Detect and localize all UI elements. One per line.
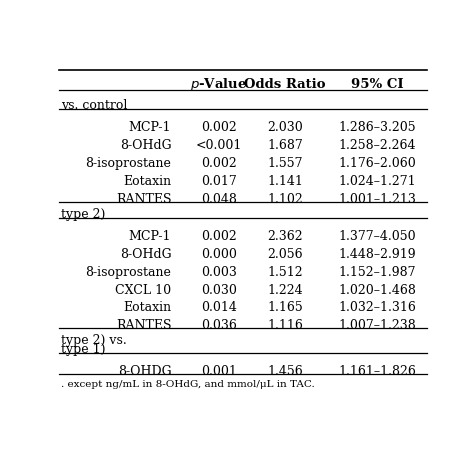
Text: 1.007–1.238: 1.007–1.238	[338, 319, 416, 332]
Text: RANTES: RANTES	[116, 319, 171, 332]
Text: 1.116: 1.116	[267, 319, 303, 332]
Text: 0.030: 0.030	[201, 283, 237, 297]
Text: 8-OHdG: 8-OHdG	[119, 248, 171, 261]
Text: MCP-1: MCP-1	[129, 121, 171, 134]
Text: 1.258–2.264: 1.258–2.264	[338, 139, 416, 152]
Text: 95% CI: 95% CI	[351, 78, 403, 91]
Text: MCP-1: MCP-1	[129, 230, 171, 243]
Text: 1.020–1.468: 1.020–1.468	[338, 283, 416, 297]
Text: 1.456: 1.456	[267, 365, 303, 378]
Text: Odds Ratio: Odds Ratio	[245, 78, 326, 91]
Text: 8-OHDG: 8-OHDG	[118, 365, 171, 378]
Text: 0.002: 0.002	[201, 121, 237, 134]
Text: 1.165: 1.165	[267, 301, 303, 314]
Text: 2.030: 2.030	[267, 121, 303, 134]
Text: 0.048: 0.048	[201, 193, 237, 206]
Text: 0.002: 0.002	[201, 157, 237, 170]
Text: 1.512: 1.512	[267, 265, 303, 279]
Text: <0.001: <0.001	[196, 139, 242, 152]
Text: vs. control: vs. control	[61, 99, 128, 112]
Text: 1.032–1.316: 1.032–1.316	[338, 301, 416, 314]
Text: 1.024–1.271: 1.024–1.271	[338, 175, 416, 188]
Text: Eotaxin: Eotaxin	[123, 301, 171, 314]
Text: 1.141: 1.141	[267, 175, 303, 188]
Text: 1.224: 1.224	[267, 283, 303, 297]
Text: 1.377–4.050: 1.377–4.050	[338, 230, 416, 243]
Text: 1.001–1.213: 1.001–1.213	[338, 193, 416, 206]
Text: . except ng/mL in 8-OHdG, and mmol/μL in TAC.: . except ng/mL in 8-OHdG, and mmol/μL in…	[61, 380, 315, 389]
Text: 0.001: 0.001	[201, 365, 237, 378]
Text: type 2): type 2)	[61, 208, 105, 220]
Text: 2.362: 2.362	[267, 230, 303, 243]
Text: 1.176–2.060: 1.176–2.060	[338, 157, 416, 170]
Text: 0.017: 0.017	[201, 175, 237, 188]
Text: 1.152–1.987: 1.152–1.987	[338, 265, 416, 279]
Text: RANTES: RANTES	[116, 193, 171, 206]
Text: CXCL 10: CXCL 10	[115, 283, 171, 297]
Text: 1.687: 1.687	[267, 139, 303, 152]
Text: type 1): type 1)	[61, 343, 106, 356]
Text: 1.448–2.919: 1.448–2.919	[338, 248, 416, 261]
Text: 2.056: 2.056	[267, 248, 303, 261]
Text: 1.557: 1.557	[267, 157, 303, 170]
Text: 0.014: 0.014	[201, 301, 237, 314]
Text: 0.003: 0.003	[201, 265, 237, 279]
Text: 0.000: 0.000	[201, 248, 237, 261]
Text: 0.036: 0.036	[201, 319, 237, 332]
Text: 1.286–3.205: 1.286–3.205	[338, 121, 416, 134]
Text: 8-isoprostane: 8-isoprostane	[85, 265, 171, 279]
Text: 1.161–1.826: 1.161–1.826	[338, 365, 416, 378]
Text: $p$-Value: $p$-Value	[191, 76, 248, 93]
Text: 8-OHdG: 8-OHdG	[119, 139, 171, 152]
Text: type 2) vs.: type 2) vs.	[61, 334, 127, 347]
Text: Eotaxin: Eotaxin	[123, 175, 171, 188]
Text: 8-isoprostane: 8-isoprostane	[85, 157, 171, 170]
Text: 0.002: 0.002	[201, 230, 237, 243]
Text: 1.102: 1.102	[267, 193, 303, 206]
